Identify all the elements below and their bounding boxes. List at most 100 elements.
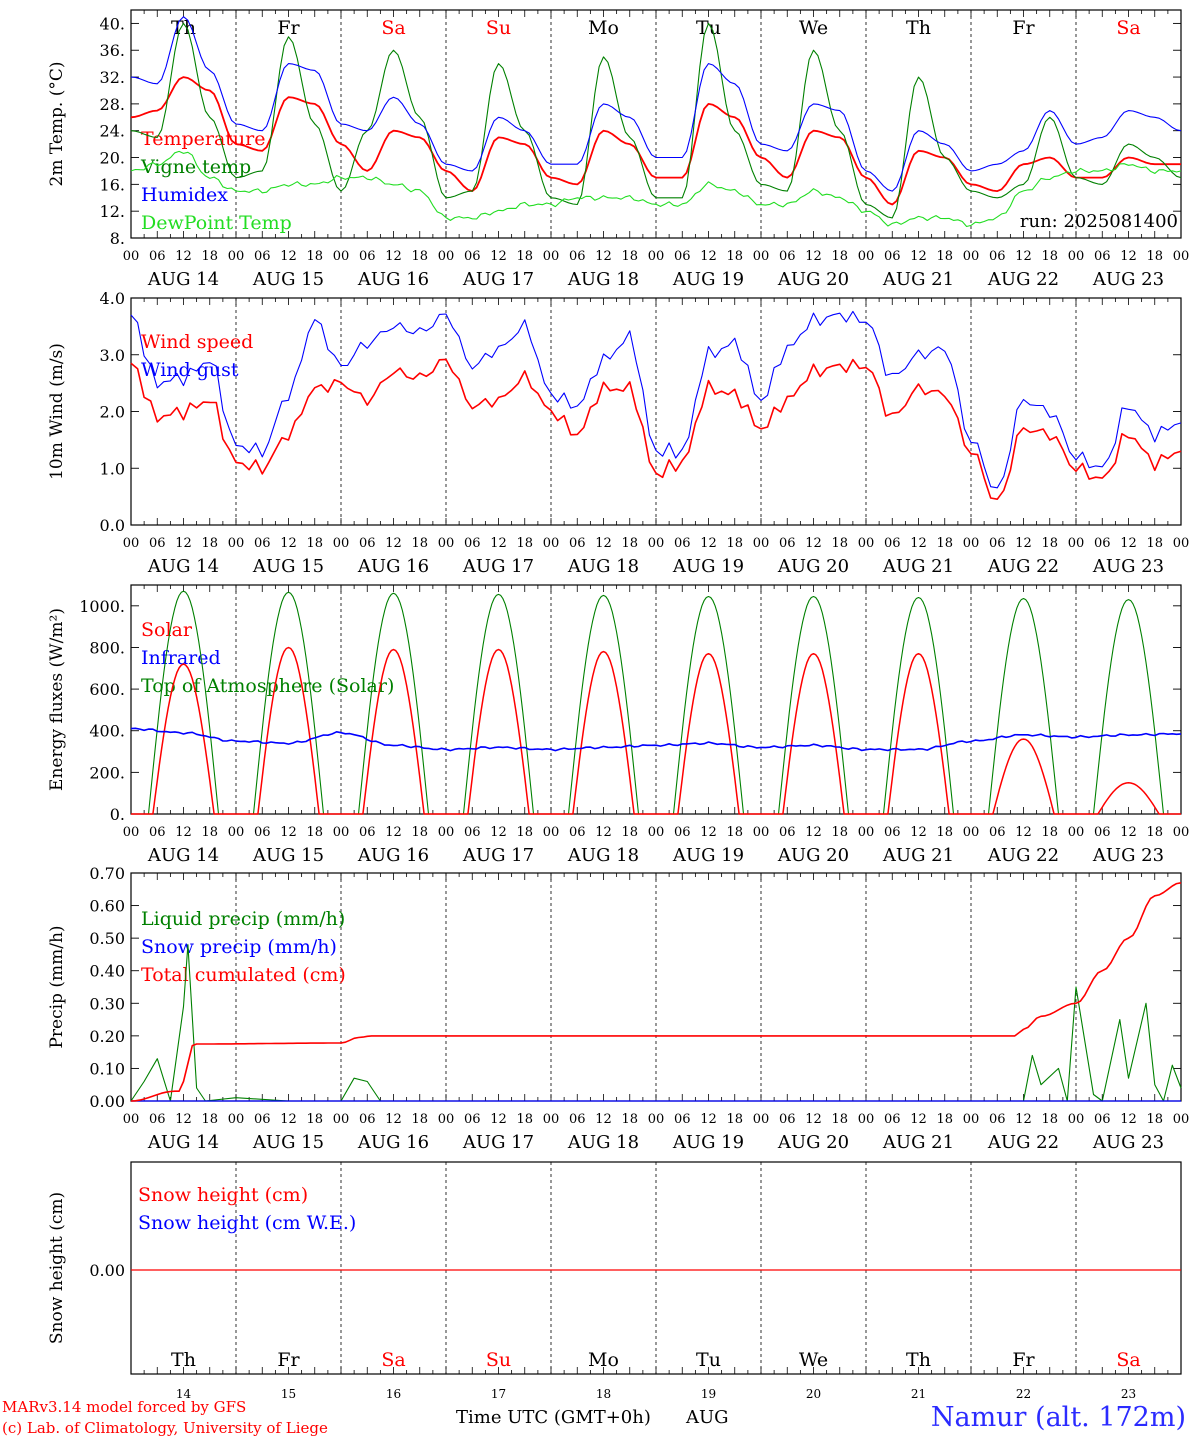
legend-entry: Liquid precip (mm/h) xyxy=(141,908,345,930)
hour-tick-label: 12 xyxy=(910,536,927,551)
hour-tick-label: 12 xyxy=(700,536,717,551)
hour-tick-label: 18 xyxy=(201,249,218,264)
hour-tick-label: 12 xyxy=(595,249,612,264)
day-name-label: Mo xyxy=(588,17,619,39)
day-name-label: Th xyxy=(171,17,196,39)
day-name-label: We xyxy=(799,1349,828,1371)
y-tick-label: 1000. xyxy=(79,597,125,616)
hour-tick-label: 00 xyxy=(438,1112,455,1127)
run-label: run: 2025081400 xyxy=(1020,211,1178,232)
date-label: AUG 14 xyxy=(147,1132,219,1153)
hour-tick-label: 00 xyxy=(228,536,245,551)
hour-tick-label: 00 xyxy=(753,536,770,551)
hour-tick-label: 00 xyxy=(648,1112,665,1127)
y-tick-label: 0.10 xyxy=(89,1059,125,1078)
x-axis-month: AUG xyxy=(685,1407,729,1428)
hour-tick-label: 00 xyxy=(228,825,245,840)
hour-tick-label: 18 xyxy=(831,825,848,840)
hour-tick-label: 06 xyxy=(1094,249,1111,264)
hour-tick-label: 00 xyxy=(858,249,875,264)
legend-entry: Total cumulated (cm) xyxy=(141,964,346,986)
date-label: AUG 15 xyxy=(252,269,324,290)
hour-tick-label: 00 xyxy=(438,825,455,840)
hour-tick-label: 00 xyxy=(648,249,665,264)
hour-tick-label: 06 xyxy=(149,825,166,840)
hour-tick-label: 18 xyxy=(1146,536,1163,551)
solar-line xyxy=(131,646,1181,815)
date-label: AUG 17 xyxy=(462,269,534,290)
hour-tick-label: 06 xyxy=(464,249,481,264)
hour-tick-label: 18 xyxy=(411,825,428,840)
legend-entry: Wind speed xyxy=(141,331,253,353)
hour-tick-label: 00 xyxy=(858,825,875,840)
hour-tick-label: 06 xyxy=(674,249,691,264)
y-tick-label: 28. xyxy=(100,95,125,114)
hour-tick-label: 06 xyxy=(989,536,1006,551)
hour-tick-label: 12 xyxy=(1120,1112,1137,1127)
y-tick-label: 0.20 xyxy=(89,1027,125,1046)
hour-tick-label: 12 xyxy=(910,825,927,840)
date-label: AUG 22 xyxy=(987,845,1059,866)
hour-tick-label: 00 xyxy=(963,249,980,264)
hour-tick-label: 00 xyxy=(438,536,455,551)
date-label: AUG 16 xyxy=(357,845,429,866)
hour-tick-label: 18 xyxy=(621,536,638,551)
hour-tick-label: 12 xyxy=(700,249,717,264)
hour-tick-label: 06 xyxy=(989,1112,1006,1127)
y-tick-label: 0. xyxy=(110,805,125,824)
hour-tick-label: 06 xyxy=(674,1112,691,1127)
hour-tick-label: 06 xyxy=(779,536,796,551)
hour-tick-label: 00 xyxy=(543,1112,560,1127)
y-tick-label: 0.70 xyxy=(89,864,125,883)
y-tick-label: 800. xyxy=(89,638,125,657)
hour-tick-label: 06 xyxy=(464,1112,481,1127)
hour-tick-label: 06 xyxy=(569,825,586,840)
date-label: AUG 16 xyxy=(357,269,429,290)
hour-tick-label: 18 xyxy=(1146,1112,1163,1127)
hour-tick-label: 12 xyxy=(385,1112,402,1127)
date-label: AUG 19 xyxy=(672,1132,744,1153)
y-axis-label: 2m Temp. (°C) xyxy=(47,61,67,186)
hour-tick-label: 06 xyxy=(884,249,901,264)
hour-tick-label: 12 xyxy=(700,1112,717,1127)
hour-tick-label: 06 xyxy=(359,536,376,551)
hour-tick-label: 18 xyxy=(831,536,848,551)
infrared-line xyxy=(130,727,1182,752)
hour-tick-label: 12 xyxy=(595,825,612,840)
day-name-label: Th xyxy=(171,1349,196,1371)
hour-tick-label: 06 xyxy=(884,1112,901,1127)
day-number-label: 18 xyxy=(596,1387,611,1401)
date-label: AUG 14 xyxy=(147,845,219,866)
hour-tick-label: 06 xyxy=(1094,1112,1111,1127)
day-name-label: Tu xyxy=(696,17,721,39)
y-tick-label: 200. xyxy=(89,763,125,782)
hour-tick-label: 18 xyxy=(411,536,428,551)
y-tick-label: 2.0 xyxy=(100,403,125,422)
hour-tick-label: 18 xyxy=(1146,249,1163,264)
hour-tick-label: 00 xyxy=(753,825,770,840)
hour-tick-label: 18 xyxy=(936,825,953,840)
day-name-label: Th xyxy=(906,1349,931,1371)
hour-tick-label: 00 xyxy=(333,536,350,551)
hour-tick-label: 12 xyxy=(490,249,507,264)
hour-tick-label: 00 xyxy=(1173,249,1190,264)
hour-tick-label: 18 xyxy=(306,825,323,840)
hour-tick-label: 12 xyxy=(1015,249,1032,264)
hour-tick-label: 12 xyxy=(805,1112,822,1127)
hour-tick-label: 12 xyxy=(910,249,927,264)
hour-tick-label: 18 xyxy=(1041,1112,1058,1127)
date-label: AUG 21 xyxy=(882,269,954,290)
hour-tick-label: 06 xyxy=(149,536,166,551)
day-name-label: Su xyxy=(486,1349,511,1371)
day-name-label: Sa xyxy=(1116,17,1140,39)
hour-tick-label: 06 xyxy=(674,825,691,840)
hour-tick-label: 12 xyxy=(805,825,822,840)
legend-entry: Snow height (cm W.E.) xyxy=(138,1212,356,1234)
date-label: AUG 20 xyxy=(777,269,849,290)
date-label: AUG 23 xyxy=(1092,556,1164,577)
hour-tick-label: 18 xyxy=(621,825,638,840)
hour-tick-label: 06 xyxy=(569,536,586,551)
hour-tick-label: 06 xyxy=(569,249,586,264)
hour-tick-label: 12 xyxy=(175,1112,192,1127)
date-label: AUG 16 xyxy=(357,1132,429,1153)
